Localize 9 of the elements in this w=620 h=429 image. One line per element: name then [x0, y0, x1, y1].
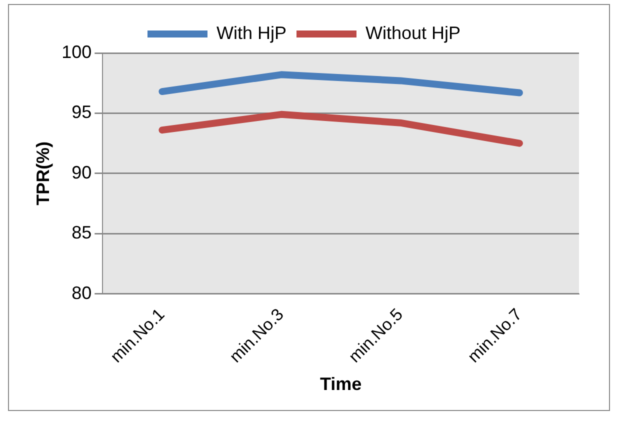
y-tick-label: 95: [72, 102, 92, 122]
y-axis-title: TPR(%): [32, 141, 53, 206]
y-tick-label: 85: [72, 222, 92, 243]
y-tick-label: 100: [62, 42, 92, 62]
x-axis-title: Time: [320, 374, 362, 394]
y-tick-label: 90: [72, 162, 92, 182]
legend-label: Without HjP: [365, 22, 461, 43]
legend-label: With HjP: [216, 22, 286, 43]
y-tick-label: 80: [72, 282, 92, 303]
